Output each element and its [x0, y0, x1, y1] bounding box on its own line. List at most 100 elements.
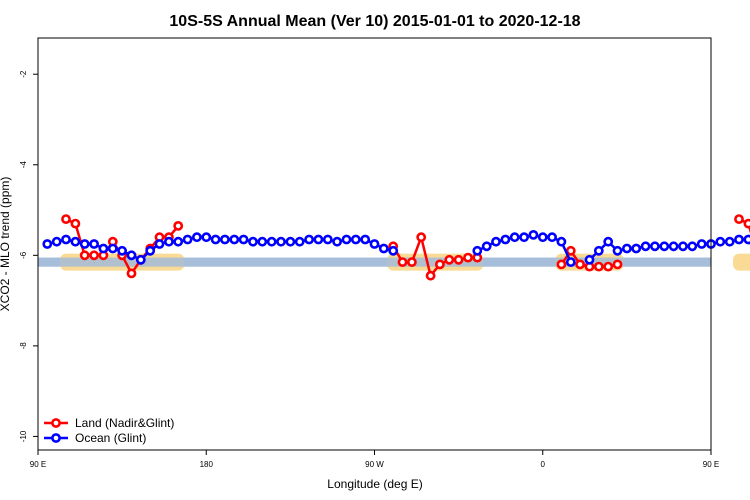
ocean-point [360, 234, 371, 245]
y-tick-label: -2 [19, 70, 28, 78]
ocean-point [257, 236, 268, 247]
ocean-point [98, 243, 109, 254]
land-shading-3 [733, 253, 750, 271]
ocean-point [42, 239, 53, 249]
ocean-point [565, 257, 576, 267]
ocean-point [163, 236, 174, 247]
ocean-point [126, 250, 137, 261]
land-point [612, 259, 623, 270]
x-tick-label: 0 [541, 460, 546, 469]
land-point [565, 245, 576, 256]
ocean-point [350, 234, 361, 245]
ocean-point [668, 241, 679, 252]
ocean-point [304, 234, 314, 245]
x-tick-label: 90 W [365, 460, 384, 469]
ocean-point [650, 241, 660, 252]
ocean-point [229, 234, 240, 245]
ocean-point [622, 243, 632, 254]
ocean-point [238, 234, 249, 245]
land-point [416, 232, 427, 243]
ocean-point [509, 232, 520, 243]
ocean-point [696, 239, 707, 249]
plot-area [38, 214, 750, 281]
ocean-point [51, 236, 62, 247]
land-point [61, 214, 71, 224]
ocean-point [388, 245, 399, 256]
reference-band-overlay [38, 257, 711, 267]
ocean-point [369, 239, 380, 249]
ocean-point [154, 239, 165, 249]
ocean-point [743, 234, 750, 245]
land-point [593, 261, 604, 272]
ocean-point [519, 232, 529, 243]
land-point [126, 268, 137, 279]
land-point [556, 259, 567, 270]
ocean-point [219, 234, 230, 245]
ocean-point [191, 232, 202, 243]
ocean-point [687, 241, 698, 252]
ocean-point [547, 232, 557, 243]
y-tick-label: -8 [19, 342, 28, 350]
land-point [603, 261, 614, 272]
ocean-point [173, 236, 184, 247]
axes: 90 E 180 90 W 0 90 E -10 -8 -6 -4 -2 [19, 70, 719, 469]
ocean-point [724, 236, 735, 247]
ocean-point [378, 243, 389, 254]
ocean-point [70, 236, 81, 247]
ocean-point [341, 234, 352, 245]
x-tick-label: 90 E [30, 460, 46, 469]
ocean-point [556, 236, 567, 247]
x-tick-label: 90 E [703, 460, 719, 469]
ocean-point [603, 236, 614, 247]
ocean-point [332, 236, 342, 247]
ocean-point [210, 234, 221, 245]
land-point [734, 214, 744, 224]
ocean-point [500, 234, 511, 245]
legend-land-marker [51, 418, 61, 428]
ocean-point [79, 239, 90, 249]
ocean-point [89, 239, 99, 249]
ocean-point [294, 236, 305, 247]
ocean-point [472, 245, 483, 256]
land-point [89, 250, 99, 261]
land-point [434, 259, 445, 270]
ocean-point [201, 232, 212, 243]
land-point [406, 257, 417, 267]
ocean-point [313, 234, 324, 245]
land-point [444, 254, 455, 265]
land-point [743, 218, 750, 229]
ocean-point [266, 236, 277, 247]
land-point [575, 259, 585, 270]
y-tick-label: -4 [19, 161, 28, 169]
ocean-point [107, 243, 118, 254]
ocean-point [481, 241, 492, 252]
land-point [79, 250, 90, 261]
ocean-point [117, 245, 127, 256]
legend-land-label: Land (Nadir&Glint) [75, 416, 174, 430]
land-point [425, 270, 436, 281]
ocean-point [537, 232, 548, 243]
ocean-point [528, 229, 539, 240]
land-point [397, 257, 408, 267]
ocean-point [61, 234, 71, 245]
ocean-point [734, 234, 744, 245]
y-tick-label: -10 [19, 430, 28, 442]
x-tick-label: 180 [200, 460, 214, 469]
ocean-point [593, 245, 604, 256]
ocean-point [584, 254, 595, 265]
land-point [70, 218, 81, 229]
ocean-point [640, 241, 651, 252]
y-axis-label: XCO2 - MLO trend (ppm) [0, 177, 12, 312]
ocean-point [145, 245, 156, 256]
ocean-point [135, 254, 146, 265]
ocean-point [715, 236, 726, 247]
ocean-point [631, 243, 642, 254]
ocean-point [322, 234, 333, 245]
ocean-point [612, 245, 623, 256]
ocean-point [659, 241, 670, 252]
legend-ocean-label: Ocean (Glint) [75, 431, 146, 445]
ocean-point [491, 236, 501, 247]
land-point [173, 220, 184, 231]
chart-title: 10S-5S Annual Mean (Ver 10) 2015-01-01 t… [169, 13, 580, 30]
